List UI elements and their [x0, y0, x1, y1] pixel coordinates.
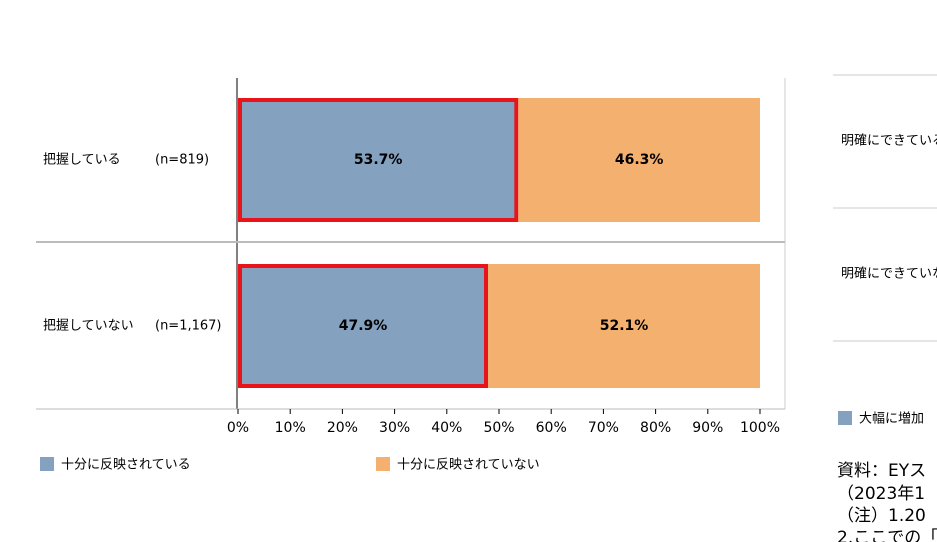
value-label: 52.1% — [600, 318, 649, 334]
bar-segment — [238, 98, 519, 222]
x-tick-label: 40% — [431, 420, 462, 436]
bar-segment — [488, 264, 760, 388]
x-tick-label: 50% — [483, 420, 514, 436]
category-label: 把握していない — [43, 319, 134, 334]
note: 資料：EYス — [837, 461, 926, 481]
sample-size: (n=819) — [155, 153, 209, 168]
x-tick-label: 90% — [692, 420, 723, 436]
legend-label: 十分に反映されていない — [397, 458, 540, 473]
x-tick-label: 80% — [640, 420, 671, 436]
bar-segment — [238, 264, 489, 388]
side-legend-label: 大幅に増加 — [859, 412, 924, 427]
x-tick-label: 0% — [227, 420, 249, 436]
bar-segment — [518, 98, 760, 222]
note: 2.ここでの「年 — [837, 528, 937, 542]
x-tick-label: 60% — [536, 420, 567, 436]
category-label: 把握している — [43, 153, 121, 168]
sample-size: (n=1,167) — [155, 319, 222, 334]
side-legend-swatch — [838, 411, 852, 425]
value-label: 46.3% — [615, 152, 664, 168]
value-label: 53.7% — [354, 152, 403, 168]
value-label: 47.9% — [339, 318, 388, 334]
x-tick-label: 70% — [588, 420, 619, 436]
x-tick-label: 30% — [379, 420, 410, 436]
side-row-label: 明確にできていな — [841, 266, 937, 282]
note: （2023年1 — [837, 484, 925, 504]
x-tick-label: 20% — [327, 420, 358, 436]
x-tick-label: 10% — [275, 420, 306, 436]
side-row-label: 明確にできている — [841, 133, 937, 149]
x-tick-label: 100% — [740, 420, 780, 436]
legend-label: 十分に反映されている — [61, 458, 191, 473]
legend-swatch — [376, 457, 390, 471]
note: （注）1.20 — [837, 506, 926, 526]
legend-swatch — [40, 457, 54, 471]
